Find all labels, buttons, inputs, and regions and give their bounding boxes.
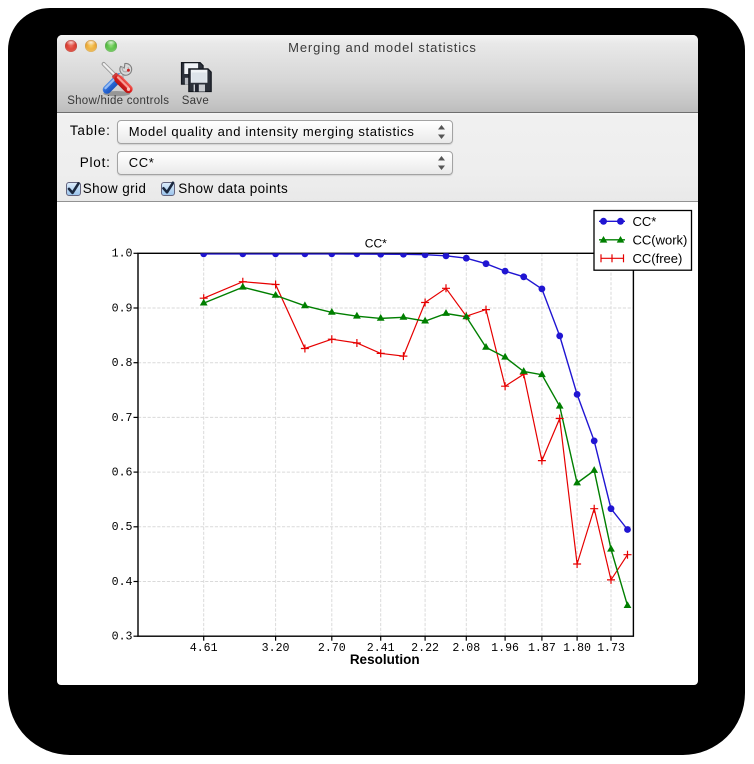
svg-text:1.0: 1.0 bbox=[112, 248, 133, 261]
svg-text:CC*: CC* bbox=[633, 214, 657, 229]
svg-text:0.5: 0.5 bbox=[112, 521, 133, 534]
svg-text:4.61: 4.61 bbox=[190, 642, 218, 655]
svg-text:2.41: 2.41 bbox=[367, 642, 395, 655]
svg-text:CC(free): CC(free) bbox=[633, 251, 683, 266]
svg-text:1.73: 1.73 bbox=[597, 642, 625, 655]
svg-text:2.70: 2.70 bbox=[318, 642, 346, 655]
svg-text:1.96: 1.96 bbox=[491, 642, 519, 655]
svg-text:0.8: 0.8 bbox=[112, 357, 133, 370]
svg-text:0.9: 0.9 bbox=[112, 302, 133, 315]
svg-text:0.7: 0.7 bbox=[112, 412, 133, 425]
svg-text:Resolution: Resolution bbox=[350, 652, 420, 667]
svg-text:3.20: 3.20 bbox=[262, 642, 290, 655]
svg-text:0.4: 0.4 bbox=[112, 576, 133, 589]
svg-text:0.6: 0.6 bbox=[112, 467, 133, 480]
svg-text:0.3: 0.3 bbox=[112, 631, 133, 644]
svg-text:2.22: 2.22 bbox=[411, 642, 439, 655]
svg-text:CC*: CC* bbox=[365, 237, 387, 251]
svg-text:CC(work): CC(work) bbox=[633, 232, 688, 247]
svg-text:1.87: 1.87 bbox=[528, 642, 556, 655]
svg-text:1.80: 1.80 bbox=[563, 642, 591, 655]
svg-text:2.08: 2.08 bbox=[452, 642, 480, 655]
